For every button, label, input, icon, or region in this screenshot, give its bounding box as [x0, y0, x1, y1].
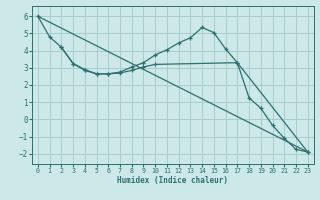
- X-axis label: Humidex (Indice chaleur): Humidex (Indice chaleur): [117, 176, 228, 185]
